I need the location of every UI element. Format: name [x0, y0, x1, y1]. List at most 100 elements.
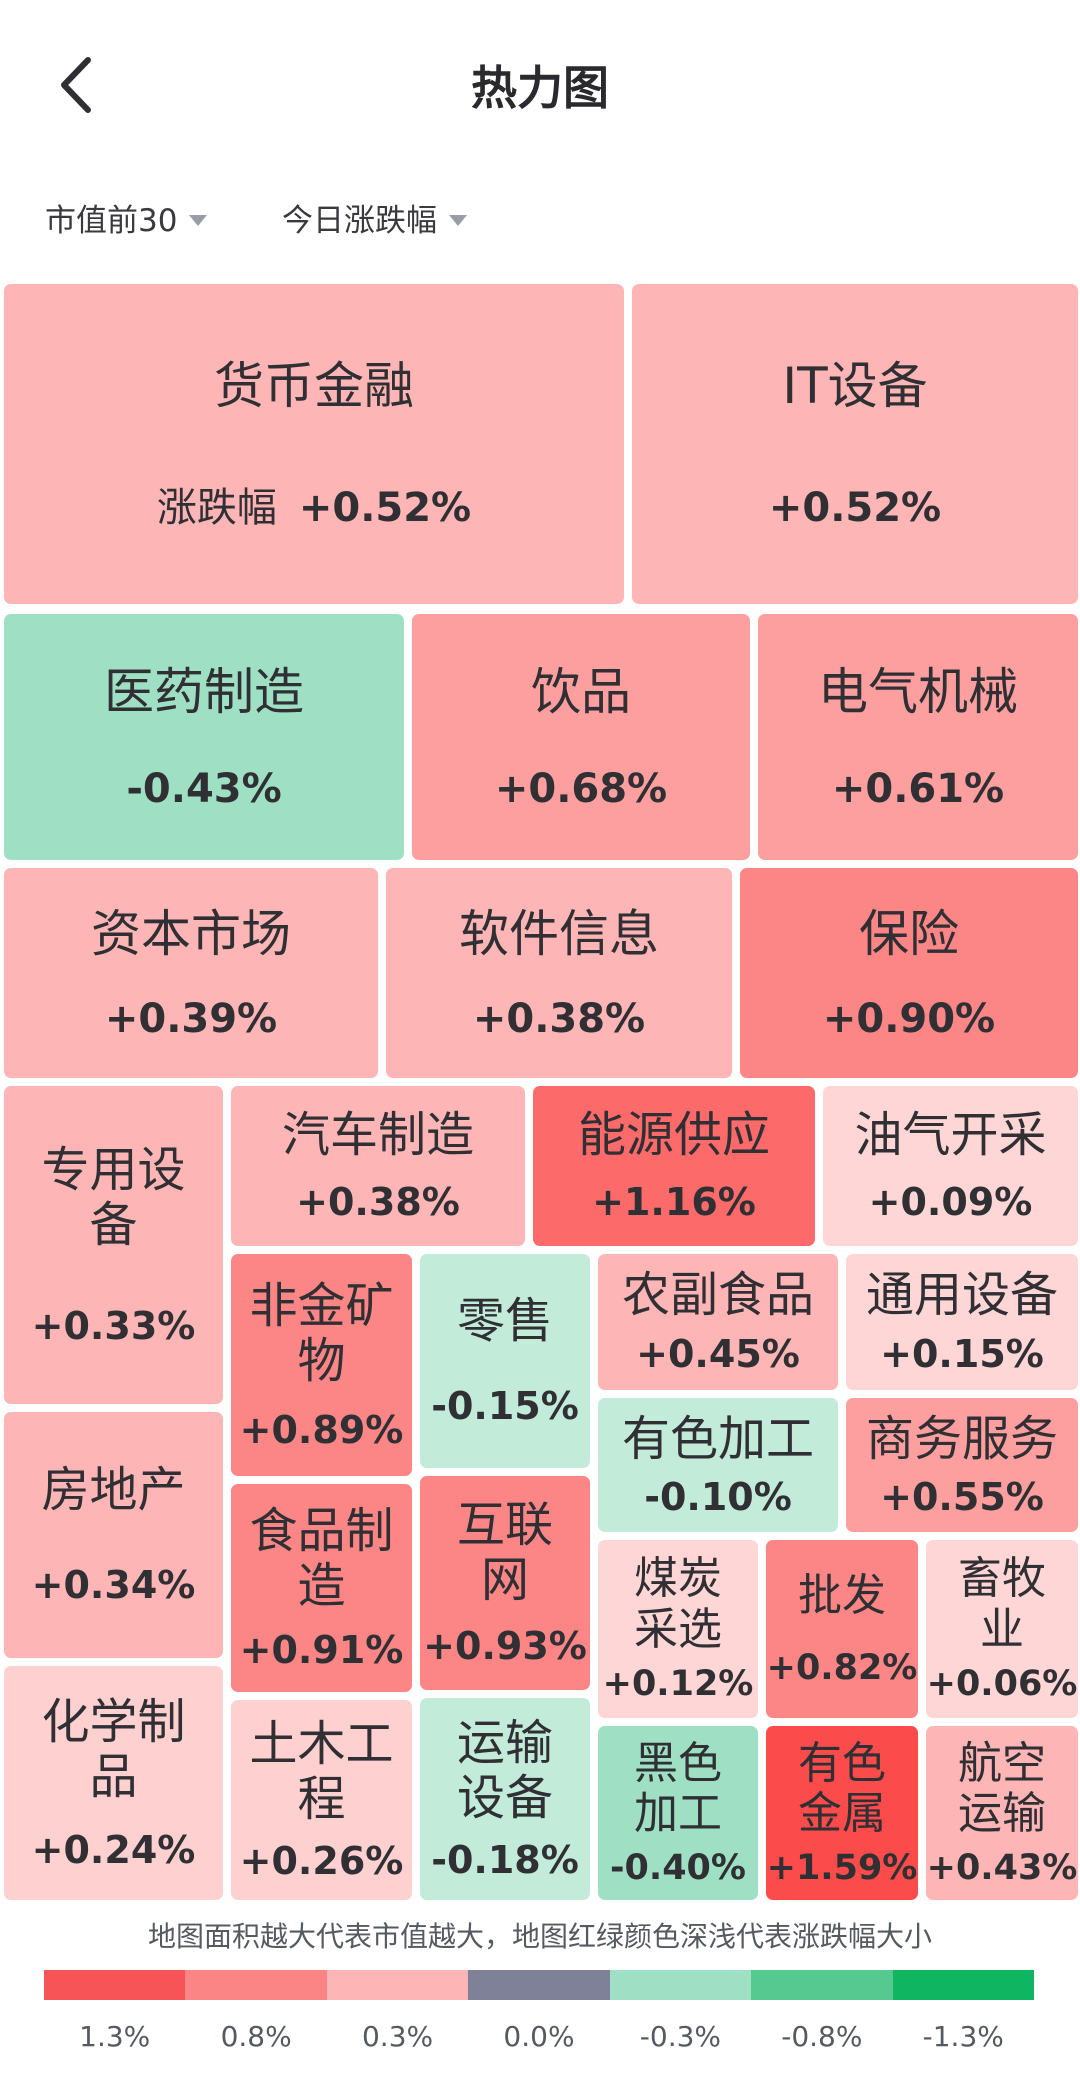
legend-label: 0.0% — [503, 2020, 575, 2053]
tile-change: +1.59% — [766, 1847, 918, 1888]
top-bar: 热力图 — [0, 0, 1080, 170]
legend-label: -1.3% — [922, 2020, 1004, 2053]
heatmap-tile[interactable]: 运输设备 -0.18% — [420, 1698, 590, 1900]
tile-change: +0.55% — [880, 1474, 1044, 1519]
tile-change: +0.26% — [239, 1838, 404, 1883]
tile-change: +0.24% — [31, 1827, 196, 1872]
heatmap-tile[interactable]: 互联网 +0.93% — [420, 1476, 590, 1690]
heatmap-tile[interactable]: 电气机械 +0.61% — [758, 614, 1078, 860]
tile-change: +0.39% — [105, 997, 277, 1041]
heatmap-tile[interactable]: 医药制造 -0.43% — [4, 614, 404, 860]
heatmap-tile[interactable]: 畜牧业 +0.06% — [926, 1540, 1078, 1718]
tile-change-value: +0.82% — [766, 1647, 918, 1688]
heatmap-tile[interactable]: 化学制品 +0.24% — [4, 1666, 223, 1900]
tile-change-value: +0.45% — [636, 1331, 800, 1376]
heatmap-tile[interactable]: 油气开采 +0.09% — [823, 1086, 1078, 1246]
legend-label: -0.3% — [639, 2020, 722, 2053]
tile-change: +0.68% — [495, 767, 667, 811]
tile-change: 涨跌幅 +0.52% — [157, 486, 471, 530]
legend-label: -0.8% — [781, 2020, 863, 2053]
tile-name: 航空运输 — [958, 1737, 1046, 1840]
heatmap-tile[interactable]: 商务服务 +0.55% — [846, 1398, 1078, 1532]
tile-change: +0.34% — [31, 1563, 196, 1608]
heatmap-tile[interactable]: 批发 +0.82% — [766, 1540, 918, 1718]
tile-name: 油气开采 — [854, 1107, 1047, 1164]
tile-change-value: -0.10% — [644, 1474, 792, 1519]
tile-name: 有色金属 — [798, 1737, 886, 1840]
legend-swatch — [185, 1970, 327, 2000]
heatmap-tile[interactable]: 通用设备 +0.15% — [846, 1254, 1078, 1390]
tile-change-value: +0.90% — [822, 995, 996, 1042]
tile-name: 畜牧业 — [958, 1553, 1046, 1655]
tile-change: +0.33% — [31, 1303, 196, 1348]
legend-swatch — [44, 1970, 186, 2000]
tile-name: 房地产 — [41, 1462, 186, 1518]
tile-change: +0.61% — [832, 767, 1004, 811]
tile-name: 批发 — [798, 1569, 886, 1621]
tile-change: -0.18% — [431, 1838, 579, 1883]
tile-change: +0.89% — [239, 1407, 404, 1452]
tile-change: -0.10% — [644, 1474, 792, 1519]
tile-change: +0.15% — [880, 1331, 1044, 1376]
heatmap-tile[interactable]: 零售 -0.15% — [420, 1254, 590, 1468]
tile-change-value: +0.06% — [926, 1664, 1078, 1705]
heatmap-tile[interactable]: 房地产 +0.34% — [4, 1412, 223, 1658]
heatmap-tile[interactable]: 非金矿物 +0.89% — [231, 1254, 412, 1476]
tile-change-value: +0.38% — [472, 995, 646, 1042]
color-legend — [44, 1970, 1034, 2000]
tile-change-value: +0.15% — [880, 1331, 1044, 1376]
heatmap-tile[interactable]: 能源供应 +1.16% — [533, 1086, 815, 1246]
tile-name: 零售 — [456, 1293, 553, 1350]
back-icon[interactable] — [52, 52, 112, 118]
metric-dropdown[interactable]: 今日涨跌幅 — [282, 195, 467, 240]
tile-change-value: +0.24% — [31, 1827, 196, 1872]
heatmap-tile[interactable]: 饮品 +0.68% — [412, 614, 750, 860]
tile-change: +0.93% — [423, 1625, 587, 1668]
page-title: 热力图 — [471, 61, 609, 115]
heatmap-tile[interactable]: 有色加工 -0.10% — [598, 1398, 838, 1532]
tile-change-value: +0.61% — [831, 765, 1005, 812]
heatmap-tile[interactable]: 保险 +0.90% — [740, 868, 1078, 1078]
legend-swatch — [468, 1970, 610, 2000]
tile-change-value: +0.39% — [104, 995, 278, 1042]
heatmap-tile[interactable]: 黑色加工 -0.40% — [598, 1726, 758, 1900]
tile-change: +0.52% — [769, 486, 941, 530]
tile-change-value: +0.91% — [239, 1628, 404, 1673]
tile-name: 食品制造 — [249, 1502, 394, 1615]
tile-name: 货币金融 — [214, 357, 414, 416]
tile-change-value: +0.34% — [31, 1563, 196, 1608]
tile-name: 软件信息 — [459, 904, 659, 963]
heatmap-tile[interactable]: 货币金融涨跌幅 +0.52% — [4, 284, 624, 604]
tile-name: IT设备 — [782, 357, 928, 416]
caret-down-icon — [449, 215, 467, 226]
heatmap-tile[interactable]: 资本市场 +0.39% — [4, 868, 378, 1078]
heatmap-tile[interactable]: 专用设备 +0.33% — [4, 1086, 223, 1404]
tile-name: 饮品 — [531, 662, 631, 721]
heatmap-tile[interactable]: 有色金属 +1.59% — [766, 1726, 918, 1900]
heatmap-tile[interactable]: IT设备 +0.52% — [632, 284, 1078, 604]
tile-change-value: +0.52% — [298, 484, 472, 531]
heatmap-tile[interactable]: 农副食品 +0.45% — [598, 1254, 838, 1390]
tile-change-value: +0.55% — [880, 1474, 1044, 1519]
heatmap-tile[interactable]: 煤炭采选 +0.12% — [598, 1540, 758, 1718]
tile-change-value: -0.18% — [431, 1838, 579, 1883]
heatmap-tile[interactable]: 汽车制造 +0.38% — [231, 1086, 525, 1246]
tile-change-value: +0.26% — [239, 1838, 404, 1883]
tile-change-value: +1.59% — [766, 1847, 918, 1888]
tile-change-value: +0.68% — [494, 765, 668, 812]
scope-dropdown[interactable]: 市值前30 — [45, 195, 208, 240]
scope-dropdown-label: 市值前30 — [45, 203, 178, 239]
heatmap-tile[interactable]: 食品制造 +0.91% — [231, 1484, 412, 1692]
tile-change-value: +0.09% — [868, 1179, 1033, 1224]
legend-swatch — [892, 1970, 1034, 2000]
tile-change-value: +0.89% — [239, 1407, 404, 1452]
tile-change-value: +0.33% — [31, 1303, 196, 1348]
filter-bar: 市值前30 今日涨跌幅 — [0, 185, 1080, 251]
tile-change: +1.16% — [592, 1181, 756, 1224]
heatmap-tile[interactable]: 土木工程 +0.26% — [231, 1700, 412, 1900]
heatmap-tile[interactable]: 航空运输 +0.43% — [926, 1726, 1078, 1900]
heatmap-tile[interactable]: 软件信息 +0.38% — [386, 868, 732, 1078]
legend-swatch — [326, 1970, 469, 2000]
tile-name: 汽车制造 — [281, 1107, 474, 1164]
tile-name: 保险 — [859, 904, 959, 963]
